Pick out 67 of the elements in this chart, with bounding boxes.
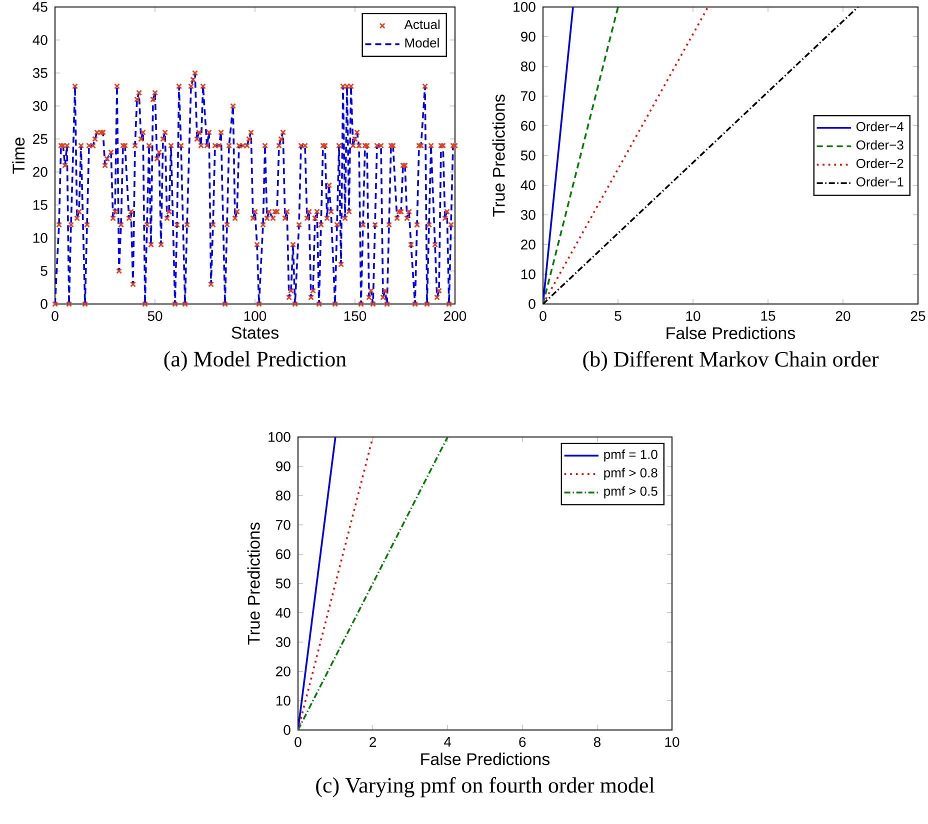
x-tick-label: 0 (294, 737, 302, 747)
x-tick-label: 50 (148, 311, 162, 321)
y-tick-label: 10 (521, 269, 536, 280)
legend-label: Order−3 (856, 140, 904, 150)
x-tick-label: 0 (540, 311, 546, 321)
x-tick-label: 150 (344, 311, 366, 321)
y-tick-label: 100 (268, 432, 290, 442)
x-tick-label: 0 (52, 311, 58, 321)
y-tick-label: 5 (40, 266, 48, 276)
legend-label: Order−4 (856, 122, 904, 132)
y-tick-label: 60 (276, 549, 290, 560)
y-tick-label: 30 (32, 101, 48, 111)
x-tick-label: 6 (519, 737, 526, 747)
y-tick-label: 80 (276, 490, 290, 501)
y-tick-label: 50 (520, 150, 536, 160)
y-tick-label: 70 (521, 91, 536, 102)
y-tick-label: 0 (284, 725, 290, 735)
y-axis-title: Time (12, 138, 25, 174)
y-tick-label: 10 (33, 233, 48, 243)
y-tick-label: 40 (32, 35, 48, 45)
y-tick-label: 15 (33, 200, 48, 210)
y-tick-label: 10 (276, 696, 290, 706)
x-axis-title: States (232, 326, 278, 339)
x-tick-label: 15 (761, 311, 776, 321)
y-tick-label: 90 (276, 461, 290, 472)
y-tick-label: 40 (276, 608, 290, 618)
y-tick-label: 25 (33, 134, 48, 144)
y-tick-label: 50 (276, 578, 290, 588)
x-axis-title: False Predictions (421, 752, 550, 766)
y-tick-label: 80 (520, 61, 536, 72)
legend-label: pmf > 0.8 (604, 468, 658, 480)
x-tick-label: 200 (444, 311, 466, 321)
y-tick-label: 100 (514, 2, 536, 12)
legend-label: Actual (404, 20, 440, 30)
y-tick-label: 0 (40, 299, 48, 309)
text: (b) Different Markov Chain order (583, 351, 879, 372)
y-tick-label: 60 (521, 120, 536, 131)
legend-label: pmf > 0.5 (604, 486, 658, 498)
x-tick-label: 5 (614, 311, 622, 321)
y-axis-title: True Predictions (492, 94, 505, 217)
y-tick-label: 20 (276, 666, 290, 676)
legend-label: pmf = 1.0 (604, 449, 658, 462)
x-tick-label: 8 (594, 737, 600, 747)
y-tick-label: 30 (520, 210, 536, 220)
y-tick-label: 0 (528, 299, 536, 309)
y-tick-label: 30 (276, 637, 290, 648)
x-tick-label: 4 (444, 737, 452, 747)
x-tick-label: 10 (686, 311, 700, 321)
y-tick-label: 20 (521, 240, 536, 250)
y-tick-label: 90 (521, 32, 536, 42)
text: (c) Varying pmf on fourth order model (316, 777, 654, 798)
x-tick-label: 100 (244, 311, 266, 321)
x-tick-label: 25 (910, 311, 926, 321)
text: (a) Model Prediction (164, 351, 346, 371)
legend-label: Model (405, 38, 439, 48)
y-tick-label: 40 (520, 180, 536, 190)
legend-label: Order−2 (856, 158, 904, 168)
y-tick-label: 20 (33, 167, 48, 177)
x-tick-label: 10 (665, 737, 680, 747)
y-tick-label: 45 (32, 2, 48, 12)
y-tick-label: 35 (32, 68, 48, 78)
x-axis-title: False Predictions (666, 326, 796, 340)
x-tick-label: 20 (836, 311, 850, 321)
x-tick-label: 2 (370, 737, 376, 747)
y-axis-title: True Predictions (247, 522, 260, 645)
legend-label: Order−1 (856, 176, 904, 186)
y-tick-label: 70 (276, 520, 290, 530)
